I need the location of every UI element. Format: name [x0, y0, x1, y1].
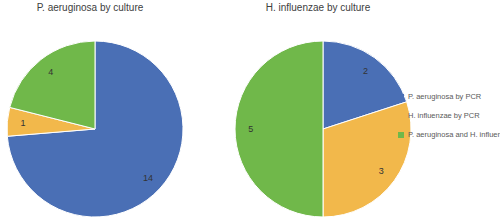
svg-text:2: 2	[363, 66, 368, 76]
svg-text:3: 3	[379, 166, 384, 176]
svg-text:4: 4	[48, 67, 53, 77]
svg-text:5: 5	[248, 124, 253, 134]
html-text:H. influenzae by PCR: H. influenzae by PCR	[408, 111, 480, 120]
svg-text:14: 14	[143, 173, 153, 183]
html-text:P. aeruginosa by PCR: P. aeruginosa by PCR	[408, 92, 482, 101]
html-text:H. influenzae by culture: H. influenzae by culture	[265, 2, 371, 13]
html-text:P. aeruginosa by culture: P. aeruginosa by culture	[36, 2, 144, 13]
svg-text:1: 1	[21, 118, 26, 128]
